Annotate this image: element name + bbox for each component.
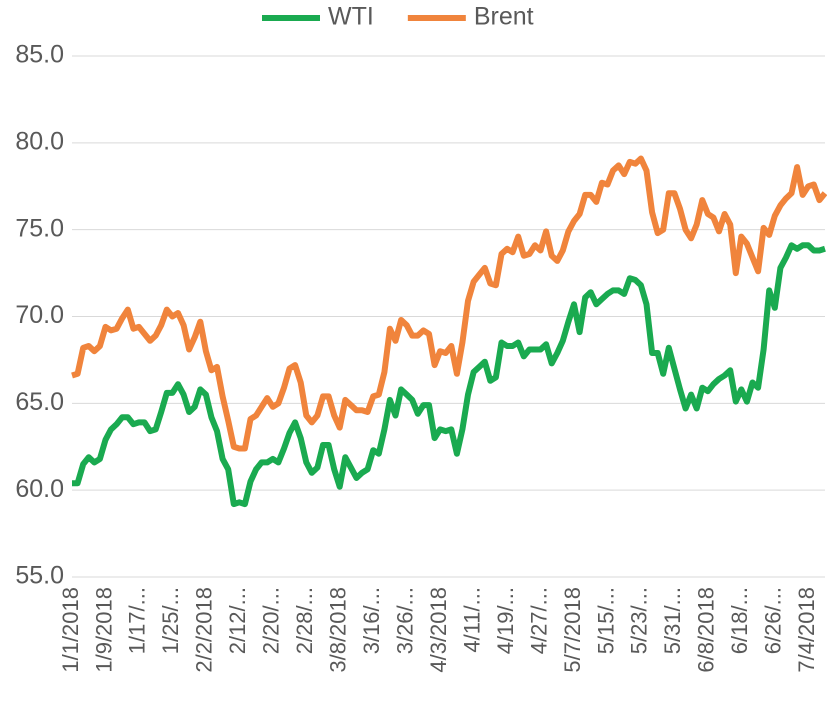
x-tick-label: 2/20/...	[259, 587, 284, 654]
x-tick-label: 6/26/...	[761, 587, 786, 654]
x-tick-label: 1/17/...	[125, 587, 150, 654]
y-tick-label: 65.0	[15, 388, 64, 416]
x-tick-label: 2/2/2018	[192, 587, 217, 673]
x-tick-label: 6/18/...	[727, 587, 752, 654]
line-series	[72, 242, 826, 508]
y-tick-label: 80.0	[15, 127, 64, 155]
x-tick-label: 7/4/2018	[794, 587, 819, 673]
x-tick-label: 4/3/2018	[426, 587, 451, 673]
x-tick-label: 2/12/...	[225, 587, 250, 654]
y-tick-label: 75.0	[15, 214, 64, 242]
x-tick-label: 3/8/2018	[326, 587, 351, 673]
y-tick-label: 85.0	[15, 41, 64, 69]
y-tick-label: 60.0	[15, 475, 64, 503]
x-tick-label: 5/31/...	[660, 587, 685, 654]
x-tick-label: 2/28/...	[292, 587, 317, 654]
x-tick-label: 4/11/...	[459, 587, 484, 653]
x-tick-label: 3/16/...	[359, 587, 384, 654]
x-tick-label: 3/26/...	[392, 587, 417, 654]
x-tick-label: 1/1/2018	[58, 587, 83, 673]
y-tick-label: 70.0	[15, 301, 64, 329]
x-tick-label: 4/27/...	[526, 587, 551, 654]
y-tick-label: 55.0	[15, 562, 64, 590]
x-tick-label: 5/7/2018	[560, 587, 585, 673]
x-tick-label: 1/9/2018	[91, 587, 116, 673]
line-series	[71, 155, 827, 452]
x-tick-label: 6/8/2018	[694, 587, 719, 673]
legend-label: Brent	[474, 3, 534, 31]
x-tick-label: 5/23/...	[627, 587, 652, 654]
x-tick-label: 4/19/...	[493, 587, 518, 654]
x-tick-label: 1/25/...	[158, 587, 183, 654]
legend-label: WTI	[328, 3, 374, 31]
x-tick-label: 5/15/...	[593, 587, 618, 654]
